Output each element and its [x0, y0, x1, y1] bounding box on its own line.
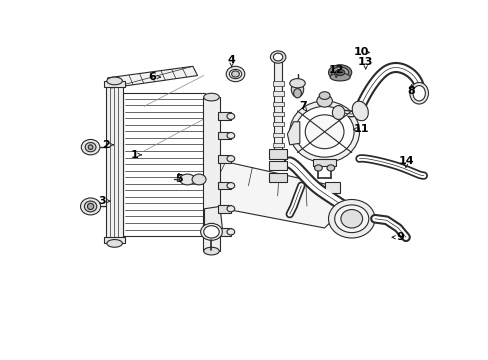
FancyBboxPatch shape	[272, 122, 283, 126]
Ellipse shape	[329, 73, 349, 81]
Ellipse shape	[88, 145, 93, 149]
FancyBboxPatch shape	[272, 102, 283, 106]
Ellipse shape	[314, 165, 322, 171]
Ellipse shape	[107, 77, 122, 85]
Polygon shape	[287, 122, 299, 145]
Ellipse shape	[87, 203, 94, 210]
Ellipse shape	[334, 205, 368, 233]
FancyBboxPatch shape	[274, 57, 282, 151]
Polygon shape	[203, 97, 220, 251]
Ellipse shape	[412, 86, 425, 101]
Text: 14: 14	[397, 156, 413, 166]
Ellipse shape	[319, 92, 329, 99]
Ellipse shape	[270, 51, 285, 63]
Text: 5: 5	[175, 175, 183, 184]
Ellipse shape	[203, 93, 219, 101]
FancyBboxPatch shape	[272, 112, 283, 116]
Ellipse shape	[226, 206, 234, 212]
Ellipse shape	[273, 53, 282, 61]
Polygon shape	[107, 66, 197, 88]
Ellipse shape	[326, 165, 334, 171]
Ellipse shape	[340, 210, 362, 228]
Ellipse shape	[289, 78, 305, 88]
Ellipse shape	[203, 247, 219, 255]
Ellipse shape	[192, 174, 205, 185]
FancyBboxPatch shape	[218, 112, 230, 120]
Ellipse shape	[293, 89, 301, 98]
Ellipse shape	[81, 198, 101, 215]
Text: 12: 12	[328, 65, 343, 75]
Ellipse shape	[226, 132, 234, 139]
Ellipse shape	[305, 115, 343, 149]
Text: 11: 11	[353, 125, 369, 134]
Polygon shape	[204, 159, 336, 228]
FancyBboxPatch shape	[272, 132, 283, 137]
Ellipse shape	[226, 66, 244, 82]
Ellipse shape	[226, 229, 234, 235]
Text: 9: 9	[396, 232, 404, 242]
Text: 3: 3	[98, 196, 106, 206]
Ellipse shape	[200, 223, 222, 240]
Ellipse shape	[179, 174, 195, 185]
FancyBboxPatch shape	[218, 132, 230, 139]
Polygon shape	[106, 86, 123, 239]
Ellipse shape	[335, 69, 344, 76]
Ellipse shape	[226, 113, 234, 120]
FancyBboxPatch shape	[324, 182, 340, 193]
FancyBboxPatch shape	[218, 228, 230, 236]
Ellipse shape	[291, 82, 303, 97]
FancyBboxPatch shape	[272, 91, 283, 95]
Ellipse shape	[203, 226, 219, 238]
Text: 10: 10	[353, 48, 369, 58]
Text: 4: 4	[227, 55, 235, 65]
FancyBboxPatch shape	[103, 81, 125, 87]
FancyBboxPatch shape	[218, 155, 230, 163]
Text: 2: 2	[102, 140, 110, 150]
Ellipse shape	[81, 139, 100, 155]
FancyBboxPatch shape	[218, 205, 230, 213]
Ellipse shape	[332, 105, 344, 120]
FancyBboxPatch shape	[268, 172, 287, 182]
Text: 7: 7	[299, 101, 306, 111]
Ellipse shape	[229, 69, 241, 78]
Text: 8: 8	[407, 86, 414, 96]
Ellipse shape	[226, 183, 234, 189]
Ellipse shape	[316, 95, 332, 107]
FancyBboxPatch shape	[123, 93, 204, 236]
Text: 1: 1	[131, 150, 138, 160]
Text: 6: 6	[148, 72, 156, 82]
FancyBboxPatch shape	[272, 81, 283, 86]
FancyBboxPatch shape	[103, 237, 125, 243]
Ellipse shape	[331, 67, 348, 78]
Ellipse shape	[85, 143, 96, 152]
Text: 13: 13	[357, 58, 373, 67]
Ellipse shape	[328, 65, 351, 80]
Ellipse shape	[226, 156, 234, 162]
Ellipse shape	[328, 199, 374, 238]
FancyBboxPatch shape	[218, 182, 230, 189]
Ellipse shape	[295, 106, 353, 157]
Ellipse shape	[289, 101, 359, 163]
FancyBboxPatch shape	[268, 161, 287, 170]
Ellipse shape	[231, 71, 239, 77]
Polygon shape	[204, 206, 222, 236]
Ellipse shape	[107, 239, 122, 247]
FancyBboxPatch shape	[268, 149, 287, 159]
Ellipse shape	[409, 82, 427, 104]
Ellipse shape	[84, 201, 97, 212]
FancyBboxPatch shape	[312, 159, 336, 166]
Ellipse shape	[351, 101, 367, 121]
FancyBboxPatch shape	[272, 143, 283, 147]
